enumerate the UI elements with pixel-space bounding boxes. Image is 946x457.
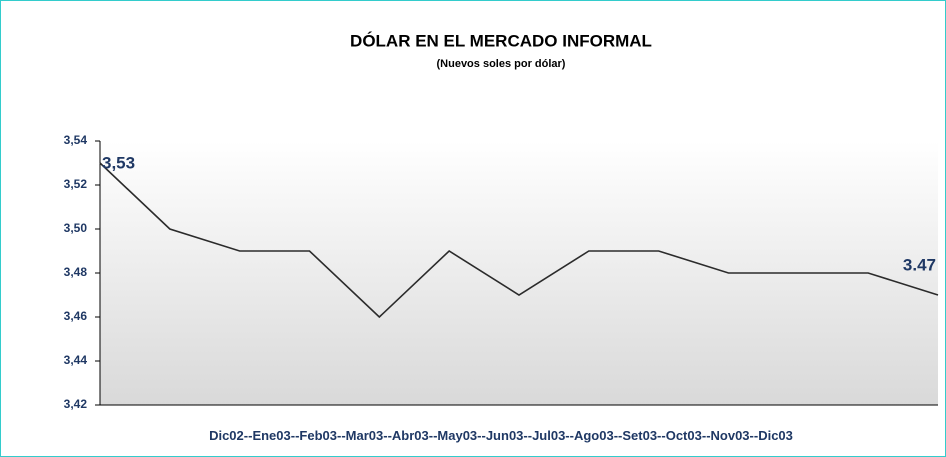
y-tick-label: 3,52 xyxy=(64,177,88,191)
x-tick-label: -Ene03- xyxy=(248,428,295,443)
x-tick-label: -Dic03 xyxy=(754,428,793,443)
data-label: 3,53 xyxy=(102,153,135,172)
x-tick-label: -May03- xyxy=(433,428,481,443)
data-label: 3.47 xyxy=(903,255,936,274)
x-tick-label: -Ago03- xyxy=(570,428,618,443)
x-tick-label: -Nov03- xyxy=(706,428,754,443)
chart-title: DÓLAR EN EL MERCADO INFORMAL xyxy=(350,31,652,50)
y-tick-label: 3,48 xyxy=(64,265,88,279)
x-tick-label: Dic02- xyxy=(209,428,248,443)
x-tick-label: -Jun03- xyxy=(482,428,528,443)
x-tick-labels: Dic02--Ene03--Feb03--Mar03--Abr03--May03… xyxy=(209,428,793,443)
y-tick-label: 3,42 xyxy=(64,397,88,411)
x-tick-label: -Oct03- xyxy=(661,428,706,443)
line-series xyxy=(99,162,939,319)
x-tick-label: -Abr03- xyxy=(388,428,434,443)
x-tick-label: -Jul03- xyxy=(528,428,570,443)
y-tick-label: 3,50 xyxy=(64,221,88,235)
x-tick-label: -Set03- xyxy=(618,428,661,443)
x-tick-label: -Mar03- xyxy=(341,428,387,443)
y-tick-label: 3,54 xyxy=(64,133,88,147)
chart-subtitle: (Nuevos soles por dólar) xyxy=(437,58,566,70)
y-tick-label: 3,44 xyxy=(64,353,88,367)
x-tick-label: -Feb03- xyxy=(295,428,341,443)
y-tick-label: 3,46 xyxy=(64,309,88,323)
